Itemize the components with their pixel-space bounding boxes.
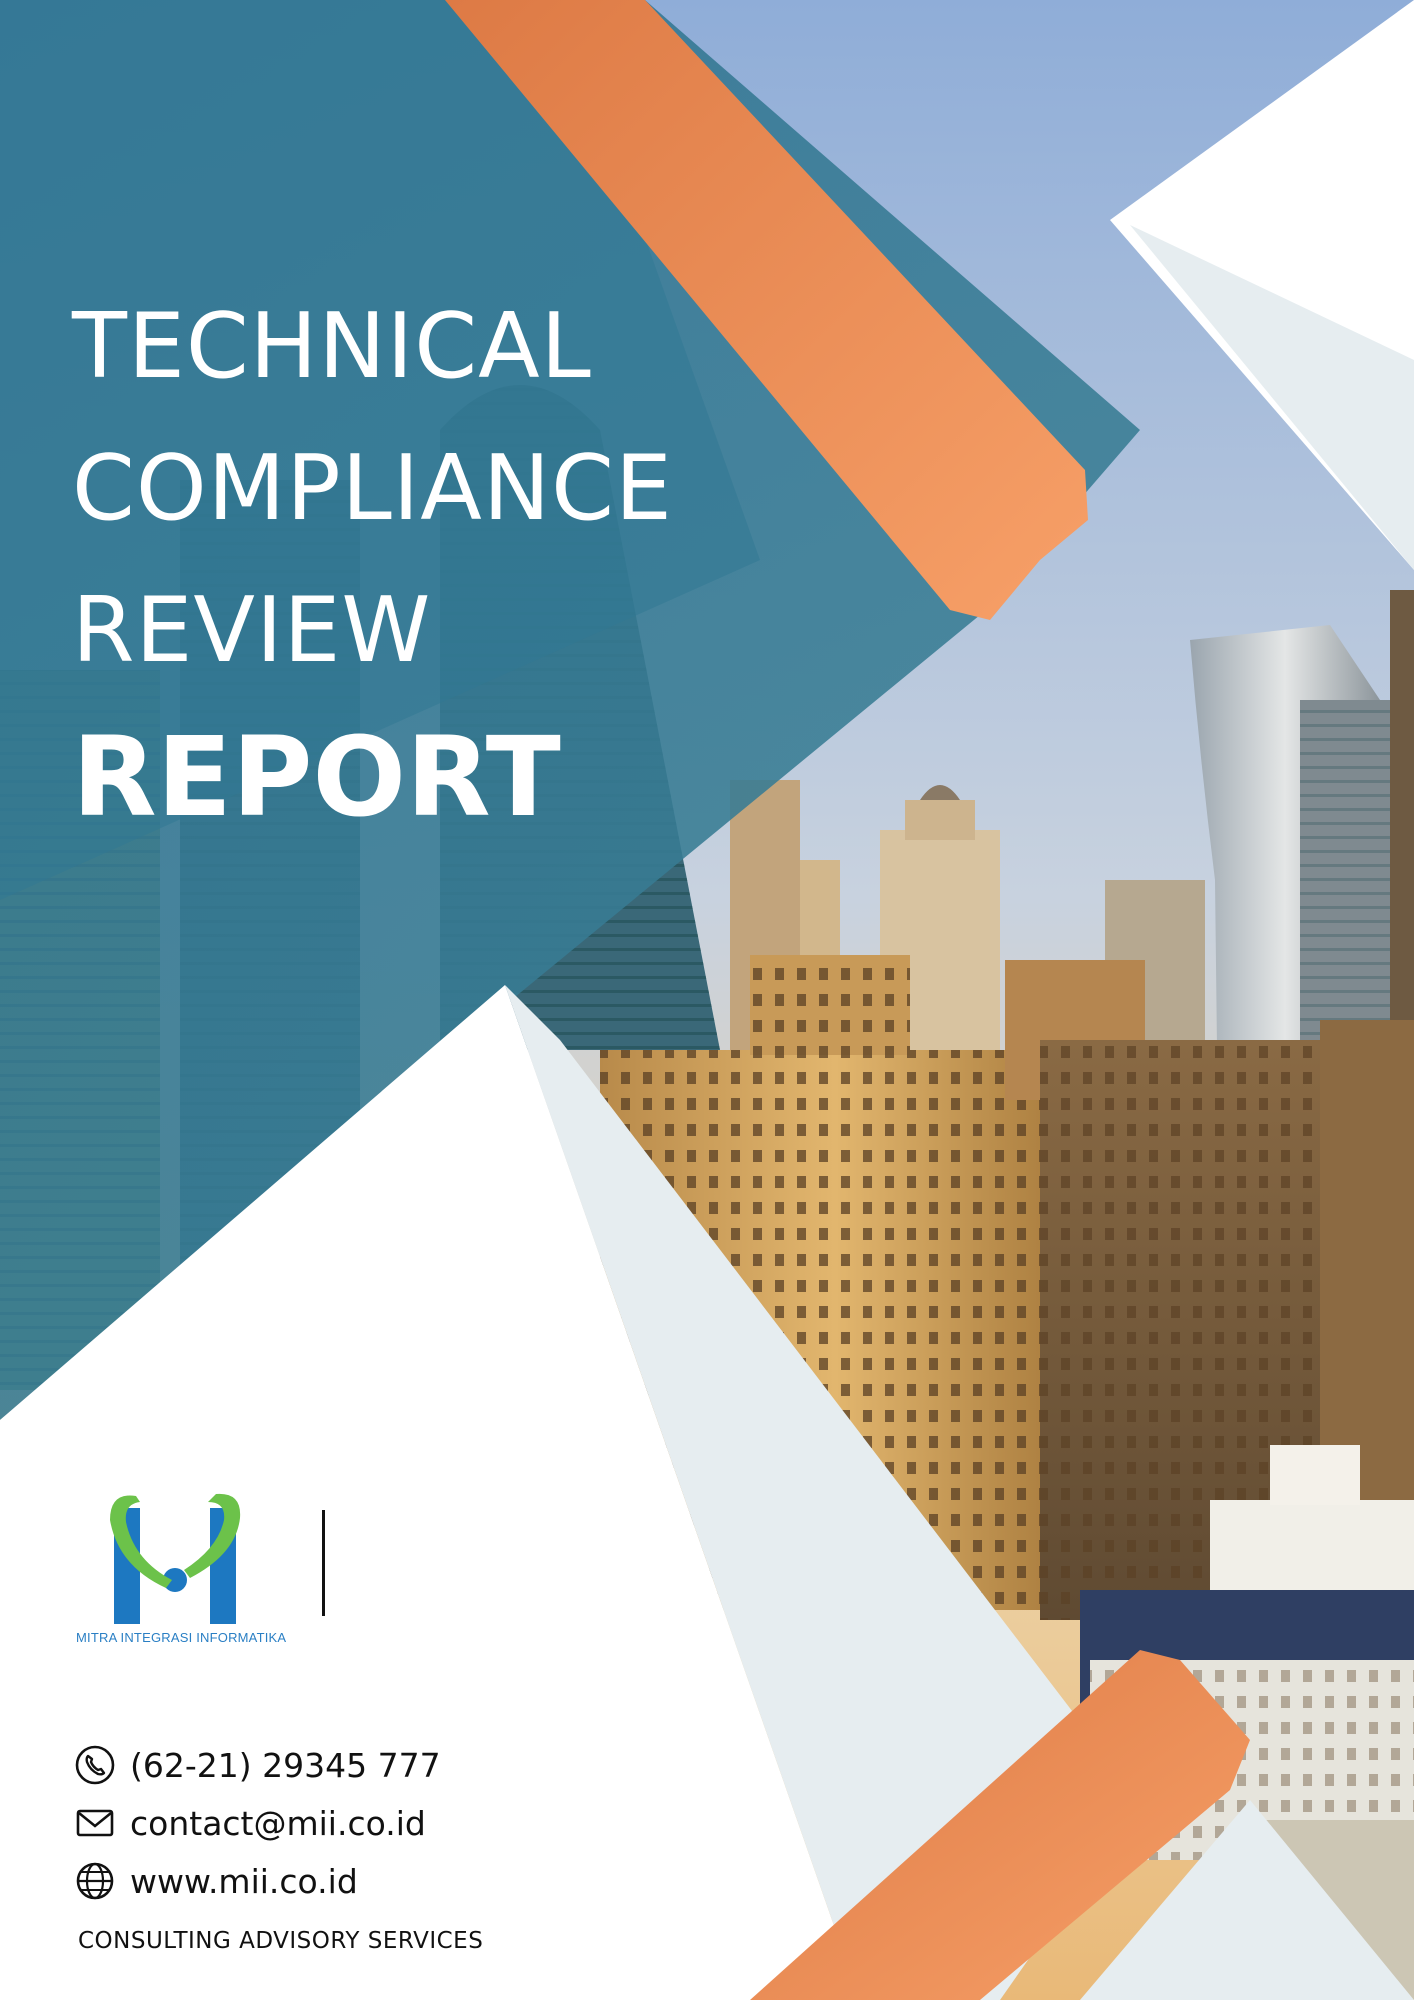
phone-icon	[75, 1745, 115, 1785]
mail-icon	[76, 1809, 114, 1837]
title-line-3: REVIEW	[72, 578, 432, 683]
globe-icon	[76, 1862, 114, 1900]
contact-phone[interactable]: (62-21) 29345 777	[74, 1736, 441, 1794]
logo-divider	[322, 1510, 325, 1616]
website-url: www.mii.co.id	[130, 1861, 358, 1901]
contact-email[interactable]: contact@mii.co.id	[74, 1794, 441, 1852]
phone-number: (62-21) 29345 777	[130, 1745, 441, 1785]
contact-website[interactable]: www.mii.co.id	[74, 1852, 441, 1910]
email-address: contact@mii.co.id	[130, 1803, 426, 1843]
title-line-1: TECHNICAL	[72, 294, 592, 399]
title-line-4: REPORT	[72, 713, 561, 841]
company-logo: MITRA INTEGRASI INFORMATIKA	[76, 1488, 286, 1648]
contact-info: (62-21) 29345 777 contact@mii.co.id www.…	[74, 1736, 441, 1910]
services-tagline: CONSULTING ADVISORY SERVICES	[78, 1928, 484, 1954]
company-name: MITRA INTEGRASI INFORMATIKA	[76, 1630, 287, 1645]
report-title: TECHNICAL COMPLIANCE REVIEW REPORT	[72, 276, 673, 852]
mii-logo-icon	[110, 1493, 241, 1624]
title-line-2: COMPLIANCE	[72, 436, 673, 541]
